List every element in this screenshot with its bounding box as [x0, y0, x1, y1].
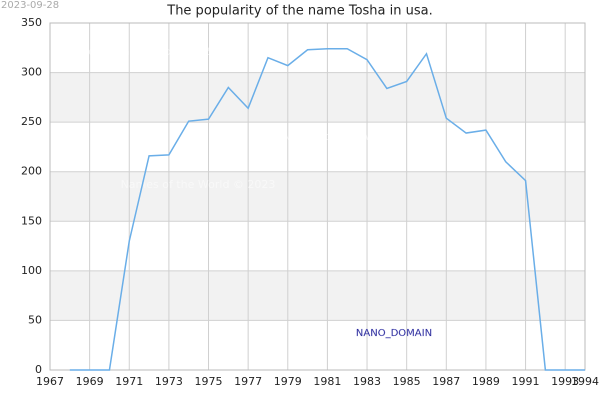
- plot-frame: [49, 22, 586, 371]
- x-tick-label: 1969: [76, 375, 104, 388]
- x-tick-label: 1979: [274, 375, 302, 388]
- y-tick-label: 300: [21, 66, 42, 79]
- y-tick-label: 0: [35, 363, 42, 376]
- watermark: Names of the World © 2023: [121, 178, 276, 191]
- x-tick-label: 1985: [393, 375, 421, 388]
- y-tick-label: 200: [21, 165, 42, 178]
- x-tick-label: 1989: [472, 375, 500, 388]
- x-tick-label: 1975: [195, 375, 223, 388]
- x-tick-label: 1977: [234, 375, 262, 388]
- x-tick-label: 1983: [353, 375, 381, 388]
- y-tick-label: 250: [21, 115, 42, 128]
- x-tick-label: 1967: [36, 375, 64, 388]
- date-stamp: 2023-09-28: [1, 0, 59, 11]
- x-tick-label: 1987: [432, 375, 460, 388]
- watermark: Names of the World © 2023: [283, 130, 438, 143]
- line: [69, 48, 585, 371]
- x-tick-label: 1993: [551, 375, 579, 388]
- badge: NANO_DOMAIN: [356, 328, 432, 339]
- x-tick-label: 1994: [571, 375, 599, 388]
- x-tick-label: 1971: [115, 375, 143, 388]
- band: [50, 72, 585, 123]
- chart-title: The popularity of the name Tosha in usa.: [166, 4, 432, 19]
- band: [50, 270, 585, 321]
- x-tick-label: 1973: [155, 375, 183, 388]
- y-tick-label: 50: [28, 313, 42, 326]
- watermark: Names of the World © 2023: [63, 45, 218, 58]
- x-tick-label: 1991: [512, 375, 540, 388]
- y-tick-label: 150: [21, 214, 42, 227]
- y-tick-label: 350: [21, 16, 42, 29]
- x-tick-label: 1981: [313, 375, 341, 388]
- y-tick-label: 100: [21, 264, 42, 277]
